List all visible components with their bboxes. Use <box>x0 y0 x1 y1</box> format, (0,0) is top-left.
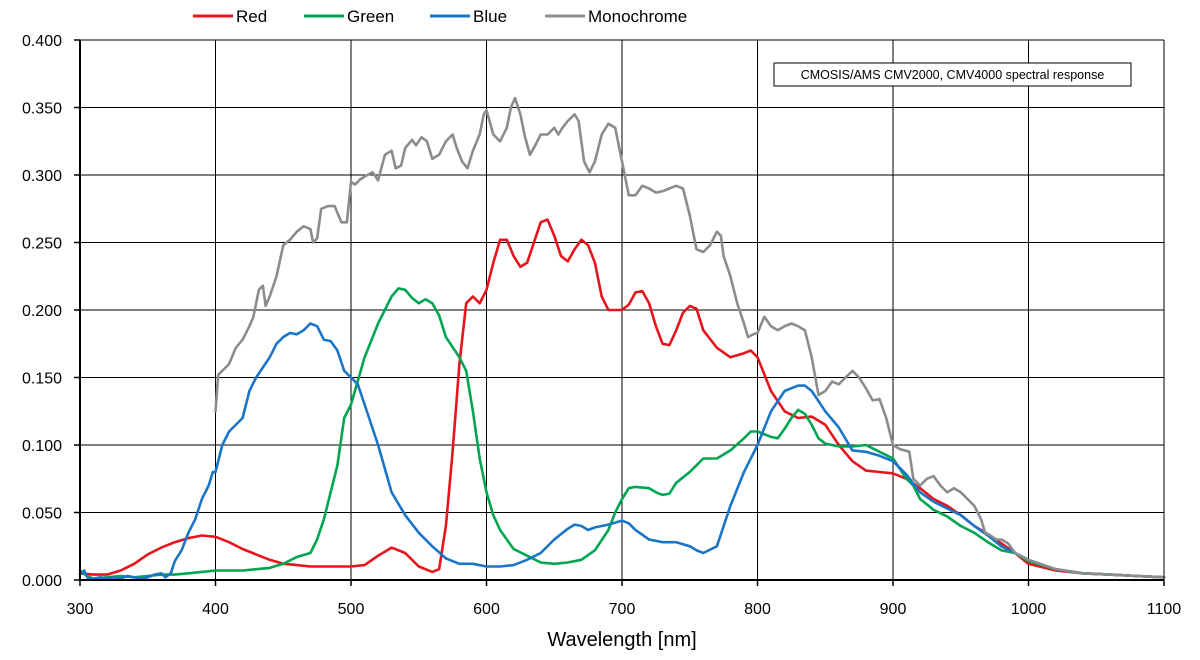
x-tick-label: 400 <box>202 601 229 618</box>
annotation-text: CMOSIS/AMS CMV2000, CMV4000 spectral res… <box>801 68 1105 82</box>
y-tick-label: 0.350 <box>22 101 62 118</box>
legend-label-blue: Blue <box>473 7 507 26</box>
x-tick-label: 1100 <box>1147 601 1182 618</box>
x-tick-label: 600 <box>473 601 500 618</box>
y-tick-label: 0.100 <box>22 438 62 455</box>
series-lines <box>78 96 1166 580</box>
y-tick-label: 0.000 <box>22 573 62 590</box>
y-tick-label: 0.200 <box>22 303 62 320</box>
legend: Red Green Blue Monochrome <box>193 7 687 26</box>
legend-label-red: Red <box>236 7 267 26</box>
x-tick-label: 300 <box>67 601 94 618</box>
y-tick-label: 0.300 <box>22 168 62 185</box>
x-tick-label: 1000 <box>1011 601 1047 618</box>
series-line-green <box>78 287 1166 580</box>
axes <box>74 39 1165 586</box>
legend-label-green: Green <box>347 7 394 26</box>
series-line-monochrome <box>214 96 1166 579</box>
y-tick-label: 0.050 <box>22 506 62 523</box>
x-tick-label: 900 <box>880 601 907 618</box>
x-tick-label: 500 <box>338 601 365 618</box>
annotation-frame <box>773 62 1132 87</box>
annotation-box: CMOSIS/AMS CMV2000, CMV4000 spectral res… <box>773 62 1132 87</box>
series-line-blue <box>78 322 1166 580</box>
tick-labels: 300 400 500 600 700 800 900 1000 1100 0.000 0.050 0… <box>22 33 1181 618</box>
y-tick-label: 0.400 <box>22 33 62 50</box>
grid <box>80 39 1164 580</box>
y-tick-label: 0.150 <box>22 371 62 388</box>
y-tick-label: 0.250 <box>22 236 62 253</box>
x-tick-label: 800 <box>744 601 771 618</box>
x-tick-label: 700 <box>609 601 636 618</box>
x-axis-title: Wavelength [nm] <box>547 629 696 651</box>
legend-label-monochrome: Monochrome <box>588 7 687 26</box>
series-line-red <box>78 218 1166 579</box>
